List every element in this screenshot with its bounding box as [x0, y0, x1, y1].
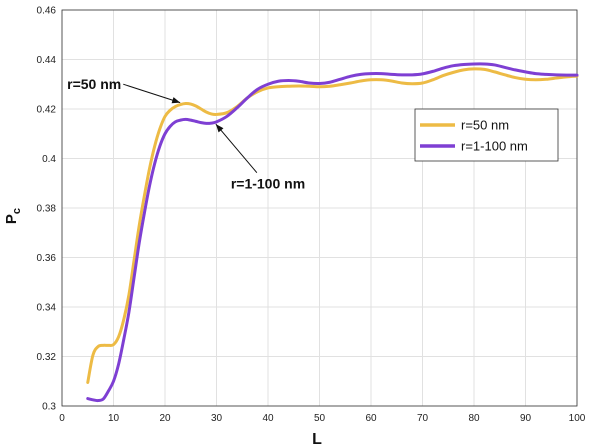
x-tick-label: 0	[59, 413, 65, 424]
y-axis-title-sub: c	[11, 208, 23, 214]
legend-box	[414, 108, 559, 162]
y-tick-label: 0.32	[37, 352, 57, 363]
annotation-arrowhead-2	[215, 124, 224, 133]
annotation-arrowhead-1	[171, 97, 181, 104]
annotation-arrow-2	[215, 123, 258, 174]
y-tick-label: 0.4	[42, 154, 56, 165]
series-lines	[86, 62, 579, 403]
x-tick-label: 80	[468, 413, 480, 424]
series-line-2	[86, 62, 579, 403]
y-tick-label: 0.3	[42, 402, 56, 413]
legend-label-2: r=1-100 nm	[461, 139, 528, 154]
x-tick-label: 30	[211, 413, 223, 424]
legend: r=50 nm r=1-100 nm	[414, 108, 559, 162]
annotations: r=50 nm r=1-100 nm	[67, 76, 305, 191]
annotation-label-2: r=1-100 nm	[231, 176, 305, 192]
y-tick-label: 0.38	[37, 204, 57, 215]
x-axis-title: L	[312, 431, 322, 448]
x-tick-label: 50	[314, 413, 326, 424]
x-tick-label: 70	[417, 413, 429, 424]
plot-frame	[61, 9, 578, 407]
x-tick-label: 20	[159, 413, 171, 424]
x-tick-label: 60	[365, 413, 377, 424]
x-tick-label: 100	[569, 413, 586, 424]
series-line-1	[86, 67, 579, 384]
y-tick-label: 0.42	[37, 105, 57, 116]
axis-ticks: 0 10 20 30 40 50 60 70 80 90 100 0.3 0.32 0.34 0.36 0.3…	[37, 6, 586, 425]
y-tick-label: 0.34	[37, 303, 57, 314]
annotation-label-1: r=50 nm	[67, 76, 121, 92]
y-tick-label: 0.36	[37, 253, 57, 264]
annotation-arrow-1	[123, 83, 181, 104]
x-tick-label: 40	[262, 413, 274, 424]
y-axis-title: Pc	[3, 208, 23, 224]
y-tick-label: 0.46	[37, 6, 57, 17]
y-tick-label: 0.44	[37, 55, 57, 66]
x-tick-label: 10	[108, 413, 120, 424]
y-axis-title-main: P	[3, 214, 20, 224]
x-tick-label: 90	[520, 413, 532, 424]
legend-label-1: r=50 nm	[461, 118, 509, 133]
